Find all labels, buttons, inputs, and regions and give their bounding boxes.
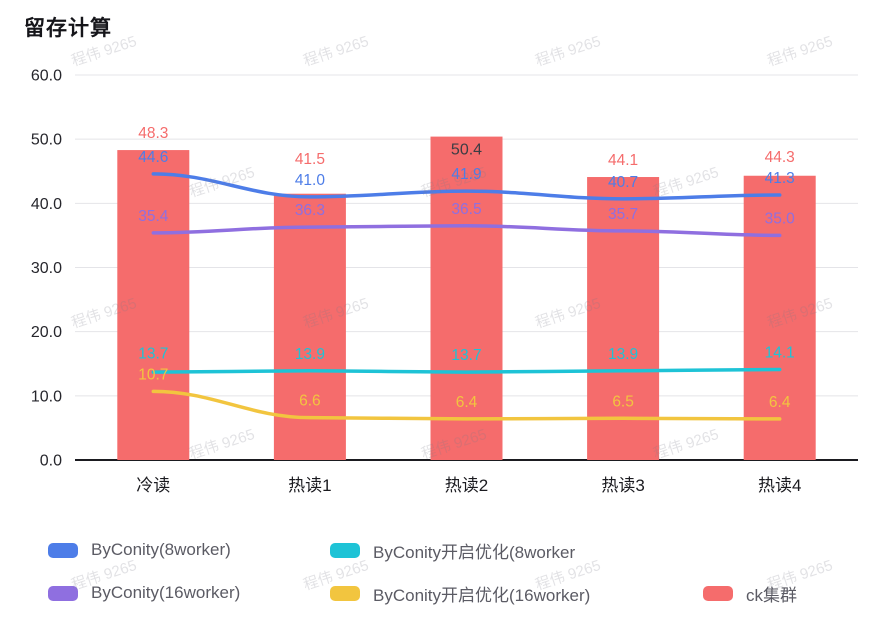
bar-热读3 (587, 177, 660, 460)
data-label: 41.5 (295, 151, 325, 168)
data-label: 14.1 (765, 345, 795, 362)
legend-item[interactable]: ByConity开启优化(8worker (330, 537, 575, 563)
data-label: 44.3 (765, 149, 795, 166)
data-label: 41.3 (765, 170, 795, 187)
data-label: 13.9 (608, 346, 638, 363)
data-label: 44.1 (608, 152, 638, 169)
data-label: 41.0 (295, 172, 326, 189)
data-label: 13.7 (138, 345, 168, 362)
x-axis-label: 热读4 (758, 476, 801, 495)
chart-title: 留存计算 (24, 17, 112, 40)
y-axis-label: 10.0 (31, 388, 62, 405)
legend-swatch (330, 585, 360, 601)
data-label: 48.3 (138, 125, 168, 142)
y-axis-label: 40.0 (31, 196, 62, 213)
legend-label: ck集群 (746, 585, 797, 605)
y-axis-label: 50.0 (31, 132, 62, 149)
legend-swatch (330, 542, 360, 558)
legend-label: ByConity(8worker) (91, 540, 231, 559)
data-label: 40.7 (608, 174, 638, 191)
data-label: 6.4 (456, 394, 478, 411)
legend-label: ByConity(16worker) (91, 583, 241, 602)
legend-swatch (48, 585, 78, 601)
legend-item[interactable]: ByConity开启优化(16worker) (330, 580, 590, 606)
legend-item[interactable]: ByConity(8worker) (48, 537, 231, 563)
data-label: 35.0 (765, 210, 796, 227)
line-series (151, 367, 782, 374)
data-label: 41.9 (451, 166, 481, 183)
x-axis-label: 热读3 (601, 476, 644, 495)
line-series (151, 389, 782, 421)
data-label: 6.5 (612, 393, 634, 410)
y-axis-label: 20.0 (31, 324, 62, 341)
data-label: 6.4 (769, 394, 791, 411)
y-axis-label: 0.0 (40, 453, 62, 470)
x-axis-label: 热读2 (445, 476, 488, 495)
bar-冷读 (117, 150, 190, 460)
y-axis-label: 30.0 (31, 260, 62, 277)
data-label: 50.4 (451, 142, 482, 159)
data-label: 13.7 (451, 347, 481, 364)
data-label: 35.7 (608, 206, 638, 223)
data-label: 44.6 (138, 149, 168, 166)
legend-label: ByConity开启优化(8worker (373, 542, 576, 562)
legend-item[interactable]: ByConity(16worker) (48, 580, 240, 606)
y-axis-label: 60.0 (31, 68, 62, 85)
data-label: 10.7 (138, 366, 168, 383)
x-axis-label: 冷读 (136, 476, 170, 495)
line-series (151, 224, 782, 238)
bar-热读1 (273, 193, 346, 461)
x-axis-label: 热读1 (288, 476, 331, 495)
legend-label: ByConity开启优化(16worker) (373, 585, 591, 605)
data-label: 36.5 (451, 201, 481, 218)
line-series (151, 172, 782, 201)
data-label: 13.9 (295, 346, 325, 363)
bar-热读4 (743, 175, 816, 460)
legend-item[interactable]: ck集群 (703, 580, 797, 606)
legend-swatch (48, 542, 78, 558)
data-label: 6.6 (299, 393, 321, 410)
bar-热读2 (430, 136, 503, 460)
legend-swatch (703, 585, 733, 601)
data-label: 35.4 (138, 208, 169, 225)
data-label: 36.3 (295, 202, 325, 219)
chart-legend: ByConity(8worker) ByConity开启优化(8worker ByC… (0, 528, 873, 621)
